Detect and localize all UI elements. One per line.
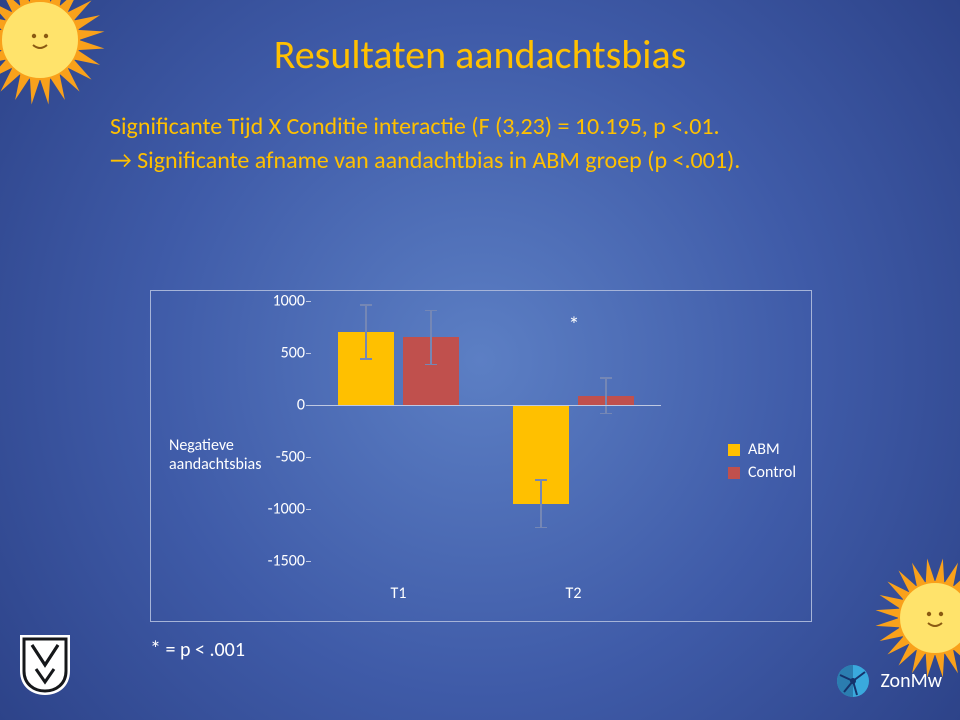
zonmw-logo: ZonMw (832, 660, 942, 702)
zonmw-text: ZonMw (880, 669, 942, 693)
legend-swatch (728, 444, 740, 456)
page-title: Resultaten aandachtsbias (0, 30, 960, 79)
footnote-text: = p < .001 (166, 638, 245, 662)
uva-logo (18, 633, 72, 702)
asterisk-icon: * (150, 635, 161, 662)
body-line-1: Significante Tijd X Conditie interactie … (110, 110, 850, 144)
legend-item: Control (728, 463, 796, 482)
significance-star: * (569, 311, 580, 338)
y-tick-label: -1000 (268, 500, 305, 519)
legend-label: Control (748, 463, 796, 482)
x-tick-label: T2 (566, 584, 582, 603)
slide: { "title": "Resultaten aandachtsbias", "… (0, 0, 960, 720)
chart-plot (311, 301, 661, 561)
y-tick-label: -500 (276, 448, 305, 467)
y-tick-label: 500 (281, 344, 305, 363)
legend-swatch (728, 467, 740, 479)
chart-container: Negatieve aandachtsbias ABMControl T1T2 … (150, 290, 812, 622)
chart-legend: ABM Control (728, 436, 796, 486)
y-tick-label: 1000 (273, 292, 305, 311)
legend-label: ABM (748, 440, 780, 459)
baseline (311, 405, 661, 406)
y-tick-label: -1500 (268, 552, 305, 571)
legend-item: ABM (728, 440, 796, 459)
body-line-2: → Significante afname van aandachtbias i… (110, 144, 850, 178)
x-tick-label: T1 (391, 584, 407, 603)
y-tick-label: 0 (297, 396, 305, 415)
footnote: * = p < .001 (150, 635, 245, 662)
body-text: Significante Tijd X Conditie interactie … (110, 110, 850, 177)
